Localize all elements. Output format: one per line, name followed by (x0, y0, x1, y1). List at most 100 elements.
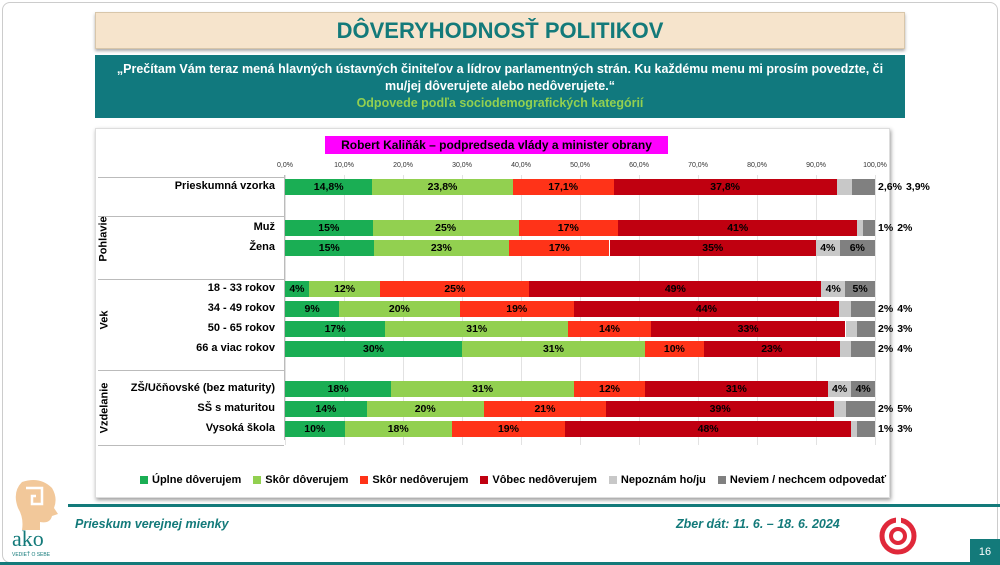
row-label: Vysoká škola (205, 422, 275, 434)
bar-segment-label: 2% (897, 222, 913, 234)
bar-segment: 10% (285, 421, 345, 437)
bar-segment-label: 3% (897, 423, 913, 435)
x-tick-label: 90,0% (806, 162, 826, 169)
legend-label: Nepoznám ho/ju (620, 474, 706, 486)
bar-segment: 14% (285, 401, 367, 417)
bar-segment: 5% (845, 281, 875, 297)
bar-segment: 23% (703, 341, 840, 357)
bar-segment: 31% (391, 381, 575, 397)
legend: Úplne dôverujem Skôr dôverujem Skôr nedôve… (140, 474, 886, 486)
group-divider (98, 216, 284, 217)
group-divider (98, 370, 284, 371)
question-box: „Prečítam Vám teraz mená hlavných ústavn… (95, 55, 905, 118)
bar-outside-labels: 2% 4% (878, 341, 912, 357)
bar-segment-label: 3,9% (905, 181, 930, 193)
bar-segment: 14,8% (285, 179, 373, 195)
bar-segment: 35% (609, 240, 816, 256)
bar-segment: 9% (285, 301, 340, 317)
bar-segment: 4% (851, 381, 875, 397)
logo-tagline: VEDIEŤ O SEBE (12, 550, 51, 558)
bar-segment (857, 421, 875, 437)
bar-segment: 10% (644, 341, 704, 357)
bar-segment: 4% (827, 381, 852, 397)
axis-line (284, 175, 285, 440)
bar-segment-label: 1% (878, 222, 894, 234)
legend-label: Neviem / nechcem odpovedať (729, 474, 887, 486)
x-tick-label: 40,0% (511, 162, 531, 169)
x-tick-label: 80,0% (747, 162, 767, 169)
bar-segment (851, 179, 875, 195)
group-label-text: Vek (98, 310, 110, 329)
row-label: 34 - 49 rokov (207, 302, 275, 314)
bar-segment (851, 421, 858, 437)
row-label: 18 - 33 rokov (207, 282, 275, 294)
bar-segment: 49% (529, 281, 822, 297)
group-divider (98, 279, 284, 280)
bar-outside-labels: 2% 3% (878, 321, 912, 337)
legend-label: Skôr dôverujem (265, 474, 349, 486)
legend-swatch (717, 476, 726, 484)
bar-segment: 31% (644, 381, 828, 397)
bar-segment (845, 401, 875, 417)
bar-segment: 33% (650, 321, 846, 337)
gridline (875, 175, 876, 445)
group-divider (98, 177, 284, 178)
bar-segment-label: 2% (878, 343, 894, 355)
bar-segment: 18% (285, 381, 392, 397)
x-tick-label: 30,0% (452, 162, 472, 169)
bar-segment-label: 4% (897, 343, 913, 355)
bottom-bar (0, 562, 1000, 565)
bar-segment: 12% (574, 381, 645, 397)
x-tick-label: 50,0% (570, 162, 590, 169)
legend-item: Neviem / nechcem odpovedať (717, 474, 887, 486)
row-label: ZŠ/Učňovské (bez maturity) (130, 382, 275, 394)
brand-swirl-icon (879, 516, 917, 555)
x-tick-label: 10,0% (334, 162, 354, 169)
row-label: SŠ s maturitou (197, 402, 275, 414)
group-label-vek: Vek (96, 279, 112, 360)
bar-segment (857, 220, 864, 236)
bar-segment-label: 2% (878, 323, 894, 335)
bar-segment: 23,8% (372, 179, 513, 195)
bar-segment: 19% (451, 421, 566, 437)
row-label: Muž (253, 221, 275, 233)
bar-segment-label: 3% (897, 323, 913, 335)
bar-outside-labels: 2,6% 3,9% (878, 179, 930, 195)
bar-segment: 17,1% (512, 179, 614, 195)
bar-segment: 4% (816, 240, 840, 256)
bar-segment-label: 2% (878, 403, 894, 415)
bar-segment: 15% (285, 220, 373, 236)
bar-segment (857, 321, 875, 337)
bar-segment: 6% (839, 240, 875, 256)
bar-segment (834, 401, 846, 417)
footer-date: Zber dát: 11. 6. – 18. 6. 2024 (676, 517, 840, 531)
question-text: „Prečítam Vám teraz mená hlavných ústavn… (116, 62, 884, 93)
bar-outside-labels: 2% 4% (878, 301, 912, 317)
bar-segment: 30% (285, 341, 462, 357)
legend-swatch (360, 476, 369, 484)
legend-label: Úplne dôverujem (152, 474, 242, 486)
bar-segment (863, 220, 875, 236)
legend-item: Nepoznám ho/ju (608, 474, 706, 486)
group-label-vzdelanie: Vzdelanie (96, 370, 112, 445)
bar-segment (845, 321, 858, 337)
bar-segment: 4% (821, 281, 846, 297)
bar-segment: 31% (385, 321, 569, 337)
bar-segment: 19% (459, 301, 574, 317)
subtitle: Odpovede podľa sociodemografických kateg… (356, 96, 644, 110)
bar-segment-label: 5% (897, 403, 913, 415)
bar-segment-label: 2% (878, 303, 894, 315)
bar-segment: 17% (518, 220, 618, 236)
row-label: 66 a viac rokov (196, 342, 275, 354)
bar-segment: 17% (285, 321, 386, 337)
bar-segment: 25% (380, 281, 530, 297)
bar-segment-label: 1% (878, 423, 894, 435)
bar-segment: 18% (344, 421, 452, 437)
footer-left: Prieskum verejnej mienky (75, 517, 229, 531)
ako-logo: ako VEDIEŤ O SEBE (12, 480, 58, 558)
legend-swatch (140, 476, 148, 484)
bar-segment: 17% (509, 240, 610, 256)
group-label-text: Vzdelanie (98, 382, 110, 433)
bar-segment: 31% (462, 341, 645, 357)
bar-outside-labels: 2% 5% (878, 401, 912, 417)
